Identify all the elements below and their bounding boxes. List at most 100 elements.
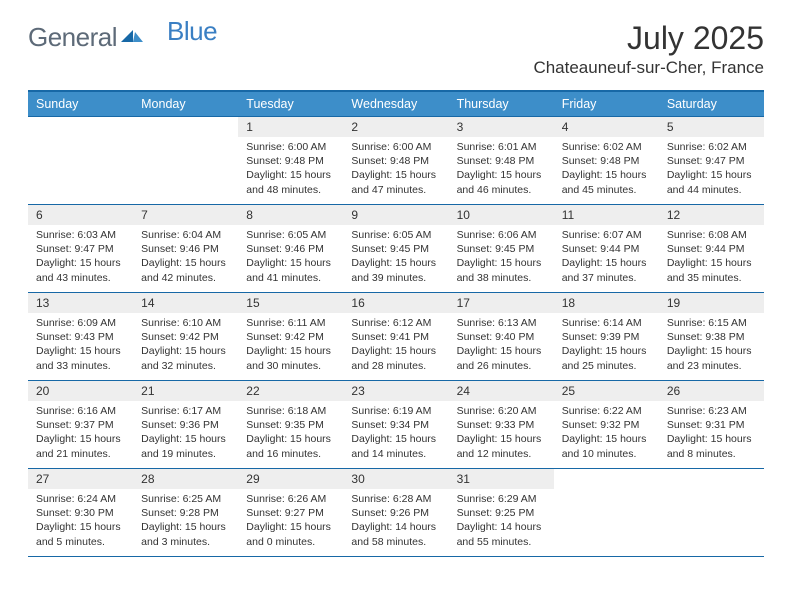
logo-text-blue: Blue: [167, 16, 217, 47]
daylight-text: Daylight: 15 hours and 0 minutes.: [246, 520, 335, 548]
daylight-text: Daylight: 15 hours and 14 minutes.: [351, 432, 440, 460]
calendar-week-row: 20Sunrise: 6:16 AMSunset: 9:37 PMDayligh…: [28, 380, 764, 468]
sunset-text: Sunset: 9:45 PM: [457, 242, 546, 256]
day-info: Sunrise: 6:00 AMSunset: 9:48 PMDaylight:…: [238, 137, 343, 203]
day-number: 12: [659, 205, 764, 225]
day-number: 23: [343, 381, 448, 401]
daylight-text: Daylight: 15 hours and 26 minutes.: [457, 344, 546, 372]
daylight-text: Daylight: 15 hours and 12 minutes.: [457, 432, 546, 460]
calendar-day-cell: 19Sunrise: 6:15 AMSunset: 9:38 PMDayligh…: [659, 292, 764, 380]
calendar-day-cell: .: [28, 116, 133, 204]
sunrise-text: Sunrise: 6:14 AM: [562, 316, 651, 330]
calendar-day-cell: 31Sunrise: 6:29 AMSunset: 9:25 PMDayligh…: [449, 468, 554, 556]
day-number: 10: [449, 205, 554, 225]
sunrise-text: Sunrise: 6:06 AM: [457, 228, 546, 242]
calendar-week-row: 6Sunrise: 6:03 AMSunset: 9:47 PMDaylight…: [28, 204, 764, 292]
day-number: 20: [28, 381, 133, 401]
calendar-day-cell: 15Sunrise: 6:11 AMSunset: 9:42 PMDayligh…: [238, 292, 343, 380]
daylight-text: Daylight: 15 hours and 35 minutes.: [667, 256, 756, 284]
day-info: Sunrise: 6:06 AMSunset: 9:45 PMDaylight:…: [449, 225, 554, 291]
day-info: Sunrise: 6:15 AMSunset: 9:38 PMDaylight:…: [659, 313, 764, 379]
sunrise-text: Sunrise: 6:22 AM: [562, 404, 651, 418]
sunset-text: Sunset: 9:48 PM: [246, 154, 335, 168]
sunrise-text: Sunrise: 6:16 AM: [36, 404, 125, 418]
day-number: 31: [449, 469, 554, 489]
month-title: July 2025: [533, 22, 764, 56]
sunrise-text: Sunrise: 6:11 AM: [246, 316, 335, 330]
day-number: 18: [554, 293, 659, 313]
sunset-text: Sunset: 9:32 PM: [562, 418, 651, 432]
day-number: 21: [133, 381, 238, 401]
day-info: Sunrise: 6:24 AMSunset: 9:30 PMDaylight:…: [28, 489, 133, 555]
calendar-day-cell: 26Sunrise: 6:23 AMSunset: 9:31 PMDayligh…: [659, 380, 764, 468]
day-info: Sunrise: 6:22 AMSunset: 9:32 PMDaylight:…: [554, 401, 659, 467]
sunset-text: Sunset: 9:27 PM: [246, 506, 335, 520]
daylight-text: Daylight: 15 hours and 43 minutes.: [36, 256, 125, 284]
day-info: Sunrise: 6:16 AMSunset: 9:37 PMDaylight:…: [28, 401, 133, 467]
day-info: Sunrise: 6:17 AMSunset: 9:36 PMDaylight:…: [133, 401, 238, 467]
day-number: 16: [343, 293, 448, 313]
sunset-text: Sunset: 9:35 PM: [246, 418, 335, 432]
day-number: 13: [28, 293, 133, 313]
sunrise-text: Sunrise: 6:00 AM: [351, 140, 440, 154]
sunrise-text: Sunrise: 6:02 AM: [562, 140, 651, 154]
sunset-text: Sunset: 9:40 PM: [457, 330, 546, 344]
sunset-text: Sunset: 9:46 PM: [246, 242, 335, 256]
daylight-text: Daylight: 15 hours and 21 minutes.: [36, 432, 125, 460]
daylight-text: Daylight: 15 hours and 44 minutes.: [667, 168, 756, 196]
day-info: Sunrise: 6:20 AMSunset: 9:33 PMDaylight:…: [449, 401, 554, 467]
day-info: Sunrise: 6:00 AMSunset: 9:48 PMDaylight:…: [343, 137, 448, 203]
day-info: Sunrise: 6:29 AMSunset: 9:25 PMDaylight:…: [449, 489, 554, 555]
calendar-day-cell: 18Sunrise: 6:14 AMSunset: 9:39 PMDayligh…: [554, 292, 659, 380]
sunset-text: Sunset: 9:37 PM: [36, 418, 125, 432]
calendar-day-cell: 25Sunrise: 6:22 AMSunset: 9:32 PMDayligh…: [554, 380, 659, 468]
daylight-text: Daylight: 15 hours and 46 minutes.: [457, 168, 546, 196]
day-info: Sunrise: 6:19 AMSunset: 9:34 PMDaylight:…: [343, 401, 448, 467]
calendar-day-cell: 27Sunrise: 6:24 AMSunset: 9:30 PMDayligh…: [28, 468, 133, 556]
daylight-text: Daylight: 14 hours and 55 minutes.: [457, 520, 546, 548]
daylight-text: Daylight: 15 hours and 5 minutes.: [36, 520, 125, 548]
calendar-day-cell: 23Sunrise: 6:19 AMSunset: 9:34 PMDayligh…: [343, 380, 448, 468]
weekday-header: Saturday: [659, 91, 764, 117]
calendar-day-cell: 14Sunrise: 6:10 AMSunset: 9:42 PMDayligh…: [133, 292, 238, 380]
daylight-text: Daylight: 15 hours and 30 minutes.: [246, 344, 335, 372]
sunset-text: Sunset: 9:47 PM: [667, 154, 756, 168]
day-number: 28: [133, 469, 238, 489]
logo-text-general: General: [28, 22, 117, 53]
daylight-text: Daylight: 15 hours and 3 minutes.: [141, 520, 230, 548]
day-number: 17: [449, 293, 554, 313]
calendar-day-cell: .: [554, 468, 659, 556]
daylight-text: Daylight: 15 hours and 42 minutes.: [141, 256, 230, 284]
sunset-text: Sunset: 9:44 PM: [667, 242, 756, 256]
daylight-text: Daylight: 15 hours and 16 minutes.: [246, 432, 335, 460]
logo: General Blue: [28, 22, 217, 53]
daylight-text: Daylight: 15 hours and 23 minutes.: [667, 344, 756, 372]
sunrise-text: Sunrise: 6:20 AM: [457, 404, 546, 418]
sunrise-text: Sunrise: 6:07 AM: [562, 228, 651, 242]
sunset-text: Sunset: 9:45 PM: [351, 242, 440, 256]
daylight-text: Daylight: 15 hours and 39 minutes.: [351, 256, 440, 284]
daylight-text: Daylight: 15 hours and 38 minutes.: [457, 256, 546, 284]
day-info: Sunrise: 6:25 AMSunset: 9:28 PMDaylight:…: [133, 489, 238, 555]
calendar-day-cell: 16Sunrise: 6:12 AMSunset: 9:41 PMDayligh…: [343, 292, 448, 380]
day-info: Sunrise: 6:11 AMSunset: 9:42 PMDaylight:…: [238, 313, 343, 379]
day-number: 5: [659, 117, 764, 137]
sunset-text: Sunset: 9:26 PM: [351, 506, 440, 520]
daylight-text: Daylight: 15 hours and 47 minutes.: [351, 168, 440, 196]
day-number: 26: [659, 381, 764, 401]
day-number: 4: [554, 117, 659, 137]
sunrise-text: Sunrise: 6:00 AM: [246, 140, 335, 154]
day-number: 22: [238, 381, 343, 401]
calendar-day-cell: 7Sunrise: 6:04 AMSunset: 9:46 PMDaylight…: [133, 204, 238, 292]
calendar-table: Sunday Monday Tuesday Wednesday Thursday…: [28, 90, 764, 557]
sunset-text: Sunset: 9:39 PM: [562, 330, 651, 344]
weekday-header: Friday: [554, 91, 659, 117]
day-number: 2: [343, 117, 448, 137]
day-number: 14: [133, 293, 238, 313]
sunrise-text: Sunrise: 6:04 AM: [141, 228, 230, 242]
sunset-text: Sunset: 9:28 PM: [141, 506, 230, 520]
calendar-day-cell: 3Sunrise: 6:01 AMSunset: 9:48 PMDaylight…: [449, 116, 554, 204]
calendar-day-cell: 29Sunrise: 6:26 AMSunset: 9:27 PMDayligh…: [238, 468, 343, 556]
sunset-text: Sunset: 9:48 PM: [457, 154, 546, 168]
day-info: Sunrise: 6:09 AMSunset: 9:43 PMDaylight:…: [28, 313, 133, 379]
